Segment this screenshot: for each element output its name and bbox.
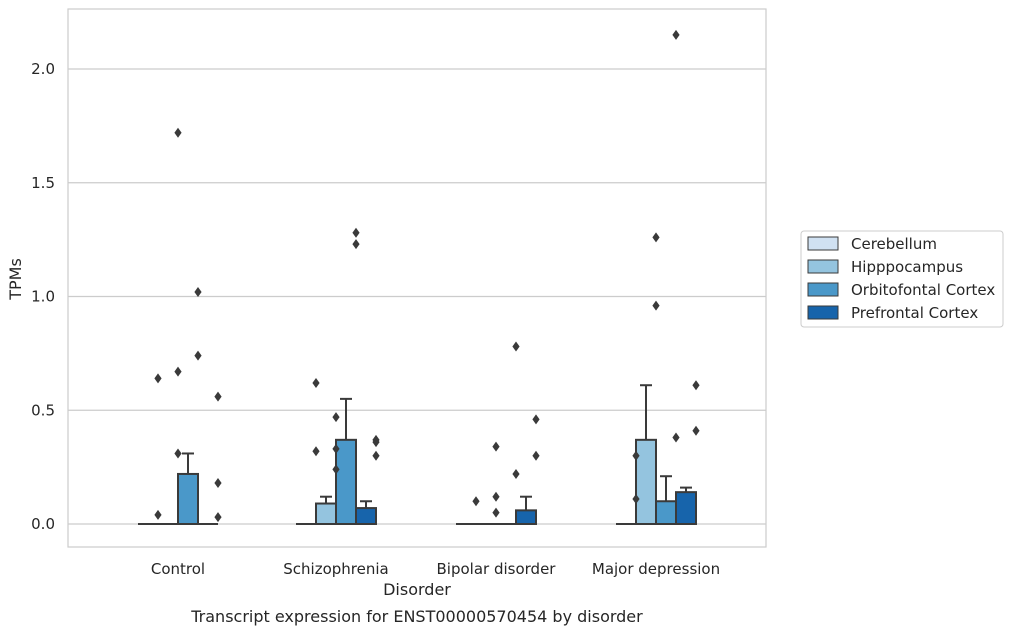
outlier-point xyxy=(692,425,700,436)
y-tick-labels: 0.0 0.5 1.0 1.5 2.0 xyxy=(31,60,55,533)
legend: Cerebellum Hipppocampus Orbitofontal Corte… xyxy=(800,230,1004,328)
outlier-point xyxy=(492,441,500,452)
x-tick-label: Major depression xyxy=(592,560,720,578)
gridlines xyxy=(68,68,766,525)
outlier-point xyxy=(672,432,680,443)
outlier-point xyxy=(174,127,182,138)
y-tick-label: 2.0 xyxy=(31,60,55,78)
outlier-point xyxy=(352,227,360,238)
outlier-point xyxy=(692,380,700,391)
outlier-point xyxy=(174,448,182,459)
outlier-point xyxy=(174,366,182,377)
y-tick-label: 1.5 xyxy=(31,174,55,192)
outlier-point xyxy=(492,507,500,518)
y-axis-title: TPMs xyxy=(6,258,25,301)
outlier-point xyxy=(194,350,202,361)
outlier-point xyxy=(332,412,340,423)
outlier-point xyxy=(312,446,320,457)
legend-label: Prefrontal Cortex xyxy=(851,304,978,322)
bar xyxy=(177,472,199,526)
legend-swatch xyxy=(807,282,839,297)
outlier-point xyxy=(352,239,360,250)
outlier-point xyxy=(512,341,520,352)
legend-frame xyxy=(800,230,1004,328)
x-axis-title: Disorder xyxy=(383,580,451,599)
legend-swatch xyxy=(807,236,839,251)
legend-label: Cerebellum xyxy=(851,235,937,253)
y-tick-label: 0.5 xyxy=(31,401,55,419)
outlier-point xyxy=(214,478,222,489)
plot-frame xyxy=(67,8,767,548)
legend-label: Hipppocampus xyxy=(851,258,963,276)
bar xyxy=(675,491,697,525)
x-tick-label: Schizophrenia xyxy=(283,560,388,578)
outlier-point xyxy=(532,414,540,425)
y-tick-label: 1.0 xyxy=(31,288,55,306)
x-tick-label: Control xyxy=(151,560,205,578)
bar xyxy=(515,509,537,526)
outlier-point xyxy=(632,450,640,461)
legend-swatch xyxy=(807,259,839,274)
outlier-points xyxy=(154,29,700,523)
outlier-point xyxy=(672,29,680,40)
outlier-point xyxy=(214,512,222,523)
chart-caption: Transcript expression for ENST0000057045… xyxy=(190,607,643,626)
outlier-point xyxy=(652,232,660,243)
outlier-point xyxy=(492,491,500,502)
outlier-point xyxy=(194,286,202,297)
error-bars xyxy=(182,384,692,511)
x-tick-label: Bipolar disorder xyxy=(437,560,557,578)
legend-label: Orbitofontal Cortex xyxy=(851,281,995,299)
outlier-point xyxy=(154,509,162,520)
outlier-point xyxy=(472,496,480,507)
bar xyxy=(335,438,357,526)
outlier-point xyxy=(532,450,540,461)
outlier-point xyxy=(372,450,380,461)
bar xyxy=(635,438,657,526)
outlier-point xyxy=(312,377,320,388)
outlier-point xyxy=(632,493,640,504)
outlier-point xyxy=(512,468,520,479)
bar xyxy=(355,507,377,526)
x-tick-labels: Control Schizophrenia Bipolar disorder Majo… xyxy=(151,560,720,578)
y-tick-label: 0.0 xyxy=(31,515,55,533)
outlier-point xyxy=(332,464,340,475)
outlier-point xyxy=(154,373,162,384)
bar xyxy=(315,502,337,525)
bars xyxy=(138,438,697,526)
outlier-point xyxy=(652,300,660,311)
outlier-point xyxy=(372,437,380,448)
bar xyxy=(655,500,677,525)
outlier-point xyxy=(214,391,222,402)
legend-swatch xyxy=(807,305,839,320)
outlier-point xyxy=(332,443,340,454)
